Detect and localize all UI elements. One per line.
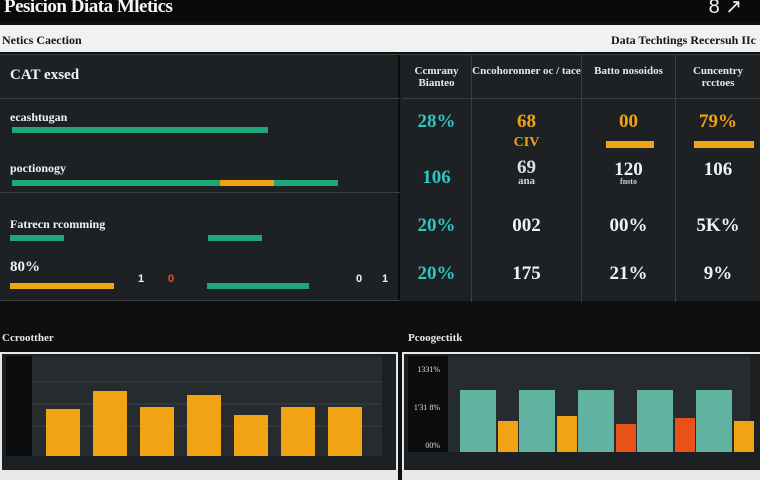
section-title: Netics Caection [2,33,82,47]
bar [616,424,636,452]
bar [734,421,754,452]
title-bar: Pesicion Diata Mletics 8 ↗ [0,0,760,22]
table-cell: 79% [699,111,737,132]
table-cell: 20% [417,215,456,236]
table-cell: 002 [512,215,541,236]
table-cell: 106 [422,167,451,188]
metric-row: Fatrecn rcomming [0,193,400,249]
orange-bar [220,180,274,186]
green-bar [207,283,309,289]
bar [557,416,577,452]
table-cell: 00 [619,111,638,132]
metric-label: ecashtugan [10,110,68,124]
table-cell: 28% [417,111,456,132]
bar [578,390,614,452]
bar [696,390,732,452]
bar [675,418,695,452]
bar [460,390,496,452]
table-cell: 68 CIV [513,111,540,150]
axis-strip [408,356,448,452]
table-cell: 00% [609,215,648,236]
column-header[interactable]: Cncohoronner oc / tace [472,55,581,99]
bar [46,409,80,456]
top-icons[interactable]: 8 ↗ [708,0,742,18]
bar-chart-right: 1331% 1'31 8% 00% [402,352,760,480]
metric-label: 80% [10,259,40,275]
table-cell: 175 [512,263,541,284]
metric-label: poctionogy [10,161,67,175]
metric-label: Fatrecn rcomming [10,217,106,231]
axis-strip [6,356,32,456]
bar-chart-left [0,352,398,480]
green-bar [274,180,338,186]
metric-column: CAT exsed ecashtugan poctionogy Fatrecn … [0,55,400,302]
tick-label: 1'31 8% [414,403,440,412]
small-number: 1 [138,273,145,285]
green-bar [208,235,262,241]
metric-row: poctionogy [0,149,400,193]
bar [498,421,518,452]
table-cell: 5K% [696,215,740,236]
metrics-table: CAT exsed ecashtugan poctionogy Fatrecn … [0,54,760,302]
bar [637,390,673,452]
column-header[interactable]: Batto nosoidos [582,55,675,99]
bar-chart-svg: 1331% 1'31 8% 00% [408,356,754,452]
sub-header: Netics Caection Data Techtings Recersuh … [0,25,760,52]
org-title: Data Techtings Recersuh IIc [610,33,756,47]
orange-bar [694,141,754,148]
small-number: 0 [168,273,175,285]
chart-section-label: Ccrootther [2,332,54,344]
table-cell: 21% [609,263,648,284]
small-number: 0 [356,273,363,285]
table-cell: 20% [417,263,456,284]
orange-bar [10,283,114,289]
green-bar [12,127,268,133]
bar [93,391,127,456]
data-column: Ccmrany Bianteo 28% 106 20% 20% [402,55,472,302]
bar-chart-svg [6,356,382,456]
data-column: Cuncentry rcctoes 79% 106 5K% 9% [676,55,760,302]
chart-footer [2,470,396,480]
orange-bar [606,141,654,148]
chart-section-label: Pcoogectitk [408,332,463,344]
table-cell: 106 [703,159,733,180]
metric-row: ecashtugan [0,99,400,149]
metric-label: CAT exsed [10,67,80,83]
table-cell: 9% [703,263,733,284]
tick-label: 1331% [417,365,440,374]
data-column: Cncohoronner oc / tace 68 CIV 69 ana 002 1… [472,55,582,302]
metric-row-header: CAT exsed [0,55,400,99]
chart-footer [404,470,760,480]
bar [328,407,362,456]
bar [519,390,555,452]
small-number: 1 [382,273,389,285]
bar [234,415,268,456]
column-header[interactable]: Cuncentry rcctoes [676,55,760,99]
bar [140,407,174,456]
green-bar [10,235,64,241]
app-title: Pesicion Diata Mletics [4,0,173,17]
bar [187,395,221,456]
metric-row: 80% 1 0 0 1 [0,249,400,301]
green-bar [12,180,220,186]
bar [281,407,315,456]
column-header[interactable]: Ccmrany Bianteo [402,55,471,99]
table-cell: 69 ana [517,157,536,187]
data-column: Batto nosoidos 00 120 fnsto 00% 21% [582,55,676,302]
table-cell: 120 fnsto [614,159,643,186]
tick-label: 00% [425,441,440,450]
